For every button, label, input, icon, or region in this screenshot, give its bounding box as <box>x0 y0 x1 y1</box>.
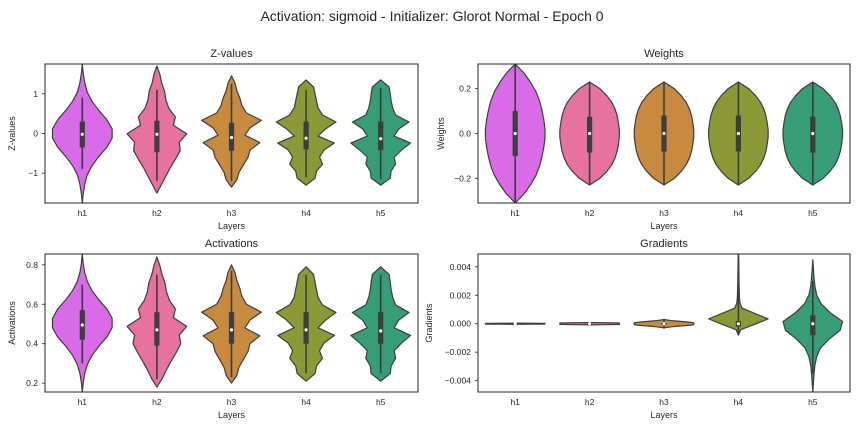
violin-iqr-box <box>154 120 160 153</box>
violin-median <box>304 328 308 332</box>
x-tick-label: h4 <box>301 397 311 407</box>
violin-median <box>229 328 234 332</box>
y-tick-label: 0.0 <box>459 129 471 139</box>
x-tick-label: h3 <box>659 208 669 218</box>
y-tick-label: 0.002 <box>450 290 472 300</box>
x-tick-label: h5 <box>808 397 818 407</box>
x-tick-label: h2 <box>152 208 162 218</box>
y-tick-label: −0.2 <box>454 173 471 183</box>
x-tick-label: h1 <box>78 208 88 218</box>
violin-median <box>811 131 815 136</box>
x-tick-label: h5 <box>376 397 386 407</box>
violin-median <box>304 136 308 140</box>
violin-iqr-box <box>378 312 384 344</box>
x-tick-label: h5 <box>376 208 386 218</box>
y-tick-label: 0.6 <box>26 299 38 309</box>
violin-median <box>379 137 383 141</box>
x-tick-label: h4 <box>734 208 744 218</box>
x-axis-label: Layers <box>650 221 678 231</box>
violin-group <box>484 64 844 203</box>
x-tick-label: h4 <box>301 208 311 218</box>
y-axis-label: Weights <box>436 117 446 150</box>
y-tick-label: 0.000 <box>450 319 472 329</box>
x-tick-label: h3 <box>659 397 669 407</box>
y-tick-label: 0.4 <box>26 339 38 349</box>
subplot-4: Gradients h1 h2 h3 h4 h5 −0.004 −0.002 0.000 0.00… <box>424 238 851 420</box>
violin-median <box>379 329 383 333</box>
y-tick-label: 1 <box>33 89 38 99</box>
x-axis-label: Layers <box>218 410 246 420</box>
subplot-title: Gradients <box>640 238 688 250</box>
violin-median <box>736 322 741 326</box>
violin-median <box>662 322 666 326</box>
x-tick-label: h2 <box>585 208 595 218</box>
violin-median <box>80 323 84 327</box>
y-tick-label: −0.004 <box>445 376 472 386</box>
x-tick-label: h5 <box>808 208 818 218</box>
subplot-1: Z-values h1 h2 h3 h4 h5 −1 0 1 Layers Z-values <box>7 48 419 231</box>
violin-median <box>513 322 517 326</box>
violin-median <box>662 131 666 136</box>
figure-suptitle: Activation: sigmoid - Initializer: Gloro… <box>260 8 603 24</box>
y-tick-label: 0.2 <box>459 84 471 94</box>
y-tick-label: 0.2 <box>26 378 38 388</box>
violin-iqr-box <box>378 121 384 151</box>
y-axis-label: Gradients <box>424 303 434 343</box>
violin-median <box>588 322 592 326</box>
violin-group <box>51 64 412 203</box>
subplots: Z-values h1 h2 h3 h4 h5 −1 0 1 Layers Z-values Weig… <box>7 48 851 420</box>
violin-median <box>155 132 159 136</box>
x-tick-label: h1 <box>510 208 520 218</box>
x-tick-label: h2 <box>585 397 595 407</box>
y-axis-label: Z-values <box>7 116 17 151</box>
violin-median <box>513 131 517 136</box>
subplot-title: Weights <box>644 48 684 60</box>
subplot-title: Activations <box>205 238 259 250</box>
x-tick-label: h1 <box>510 397 520 407</box>
violin-median <box>588 131 592 136</box>
subplot-2: Weights h1 h2 h3 h4 h5 −0.2 0.0 0.2 Layers Weights <box>436 48 851 231</box>
y-axis-label: Activations <box>7 301 17 345</box>
violin-median <box>736 131 741 136</box>
violin-iqr-box <box>303 121 309 150</box>
x-tick-label: h4 <box>734 397 744 407</box>
y-tick-label: 0.8 <box>26 260 38 270</box>
subplot-3: Activations h1 h2 h3 h4 h5 0.2 0.4 0.6 0.8 Layers A… <box>7 238 419 420</box>
violin-iqr-box <box>228 312 235 344</box>
violin-median <box>155 328 159 332</box>
violin-group <box>484 254 844 392</box>
violin-iqr-box <box>303 312 309 344</box>
x-tick-label: h1 <box>78 397 88 407</box>
subplot-title: Z-values <box>210 48 253 60</box>
violin-median <box>811 322 815 326</box>
x-axis-label: Layers <box>218 221 246 231</box>
y-tick-label: −1 <box>28 168 38 178</box>
x-tick-label: h2 <box>152 397 162 407</box>
violin-group <box>51 254 412 392</box>
x-tick-label: h3 <box>227 208 237 218</box>
axes-frame <box>477 253 851 393</box>
violin-median <box>80 132 84 136</box>
y-tick-label: 0.004 <box>450 262 472 272</box>
axes-frame <box>44 253 419 393</box>
y-tick-label: −0.002 <box>445 347 472 357</box>
x-tick-label: h3 <box>227 397 237 407</box>
violin-median <box>229 135 234 140</box>
x-axis-label: Layers <box>650 410 678 420</box>
y-tick-label: 0 <box>33 129 38 139</box>
